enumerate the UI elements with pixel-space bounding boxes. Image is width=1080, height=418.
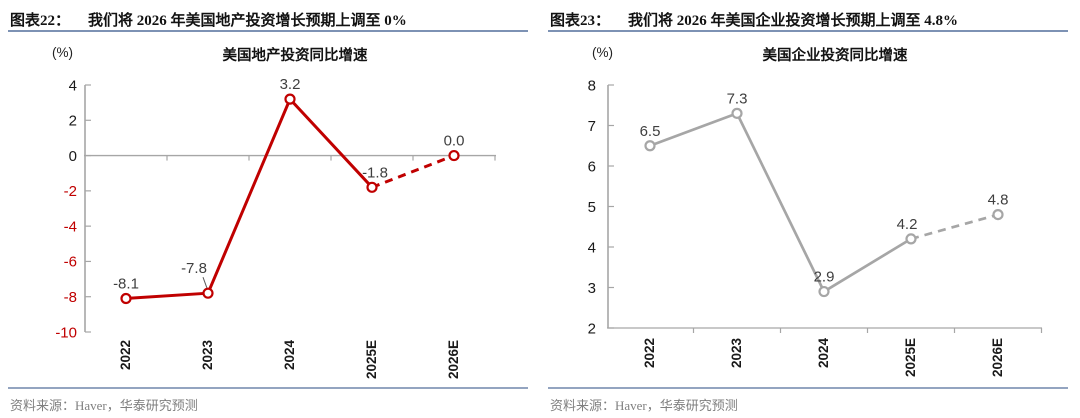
x-axis-label: 2025E [364, 340, 379, 379]
data-point-marker [366, 181, 378, 193]
x-axis-label: 2026E [990, 338, 1005, 377]
data-point-marker [120, 292, 132, 305]
header-divider [548, 30, 1068, 32]
y-axis-unit-label: (%) [52, 45, 73, 60]
data-point-label: 3.2 [280, 76, 301, 93]
header-divider [8, 30, 528, 32]
data-point-label: 0.0 [444, 133, 465, 150]
data-point-marker [818, 285, 830, 298]
y-axis-label: 4 [588, 239, 596, 256]
y-axis-label: 7 [588, 118, 596, 135]
series-line-solid [649, 111, 912, 293]
x-axis-label: 2023 [729, 338, 744, 369]
data-point-marker [992, 209, 1004, 221]
y-axis-label: 0 [69, 148, 77, 165]
chart-subtitle-row: (%) 美国企业投资同比增速 [540, 44, 1080, 64]
series-line-forecast-dashed [371, 154, 455, 189]
label-leader-line [202, 277, 208, 289]
data-point-label: 7.3 [727, 90, 748, 107]
y-axis-label: 2 [588, 320, 596, 337]
data-point-marker [644, 140, 656, 152]
figure-header: 图表23： 我们将 2026 年美国企业投资增长预期上调至 4.8% [550, 9, 1066, 30]
data-point-label: 2.9 [814, 269, 835, 286]
y-axis-label: -10 [55, 324, 77, 341]
data-point-marker [284, 93, 296, 105]
chart-subtitle-row: (%) 美国地产投资同比增速 [0, 44, 540, 64]
x-axis-label: 2024 [816, 338, 831, 369]
y-axis-label: 2 [69, 113, 77, 130]
data-point-marker [905, 233, 917, 245]
data-point-label: 6.5 [640, 123, 661, 140]
series-line-forecast-dashed [910, 213, 999, 241]
series-line-solid [125, 97, 374, 300]
figure-panel-22: 图表22： 我们将 2026 年美国地产投资增长预期上调至 0% (%) 美国地产… [0, 9, 540, 413]
figure-label: 图表22： [10, 13, 71, 29]
y-axis-label: 6 [588, 158, 596, 175]
x-axis-label: 2023 [200, 340, 215, 371]
source-note: 资料来源：Haver，华泰研究预测 [550, 398, 738, 413]
y-axis-label: -6 [64, 254, 77, 271]
y-axis-label: -2 [64, 183, 77, 200]
x-axis-label: 2022 [642, 338, 657, 368]
y-axis-label: -4 [64, 218, 77, 235]
y-axis-unit-label: (%) [592, 45, 613, 60]
y-axis-label: 3 [588, 280, 596, 297]
chart-title: 美国企业投资同比增速 [762, 48, 908, 64]
data-point-label: -7.8 [181, 260, 207, 277]
y-axis-label: 4 [69, 77, 77, 94]
x-axis-label: 2025E [903, 338, 918, 377]
data-point-marker [731, 107, 743, 119]
figure-title: 我们将 2026 年美国地产投资增长预期上调至 0% [88, 13, 407, 29]
x-axis-label: 2024 [282, 340, 297, 371]
data-point-label: 4.8 [988, 192, 1009, 209]
x-axis-label: 2026E [446, 340, 461, 379]
line-chart-real-estate-investment: 4 2 0 -2 -4 -6 -8 -10 -8.1 -7.8 3.2 -1.8 0.0 2022 2023… [55, 76, 496, 379]
figure-header: 图表22： 我们将 2026 年美国地产投资增长预期上调至 0% [10, 9, 526, 30]
figure-label: 图表23： [550, 13, 611, 29]
y-axis-label: 8 [588, 77, 596, 94]
figure-title: 我们将 2026 年美国企业投资增长预期上调至 4.8% [628, 13, 959, 29]
y-axis-label: 5 [588, 199, 596, 216]
line-chart-corporate-investment: 8 7 6 5 4 3 2 6.5 7.3 2.9 4.2 4.8 2022 2023 2024 2025E 2… [588, 77, 1043, 377]
footer-divider [548, 387, 1068, 389]
figure-panel-23: 图表23： 我们将 2026 年美国企业投资增长预期上调至 4.8% (%) 美国… [540, 0, 1080, 418]
source-note: 资料来源：Haver，华泰研究预测 [10, 398, 198, 413]
footer-divider [8, 387, 528, 389]
data-point-marker [202, 287, 214, 299]
chart-title: 美国地产投资同比增速 [222, 48, 368, 64]
data-point-label: 4.2 [897, 216, 918, 233]
data-point-marker [448, 149, 460, 162]
x-axis-label: 2022 [118, 340, 133, 370]
data-point-label: -1.8 [362, 164, 388, 181]
data-point-label: -8.1 [113, 275, 139, 292]
y-axis-label: -8 [64, 289, 77, 306]
